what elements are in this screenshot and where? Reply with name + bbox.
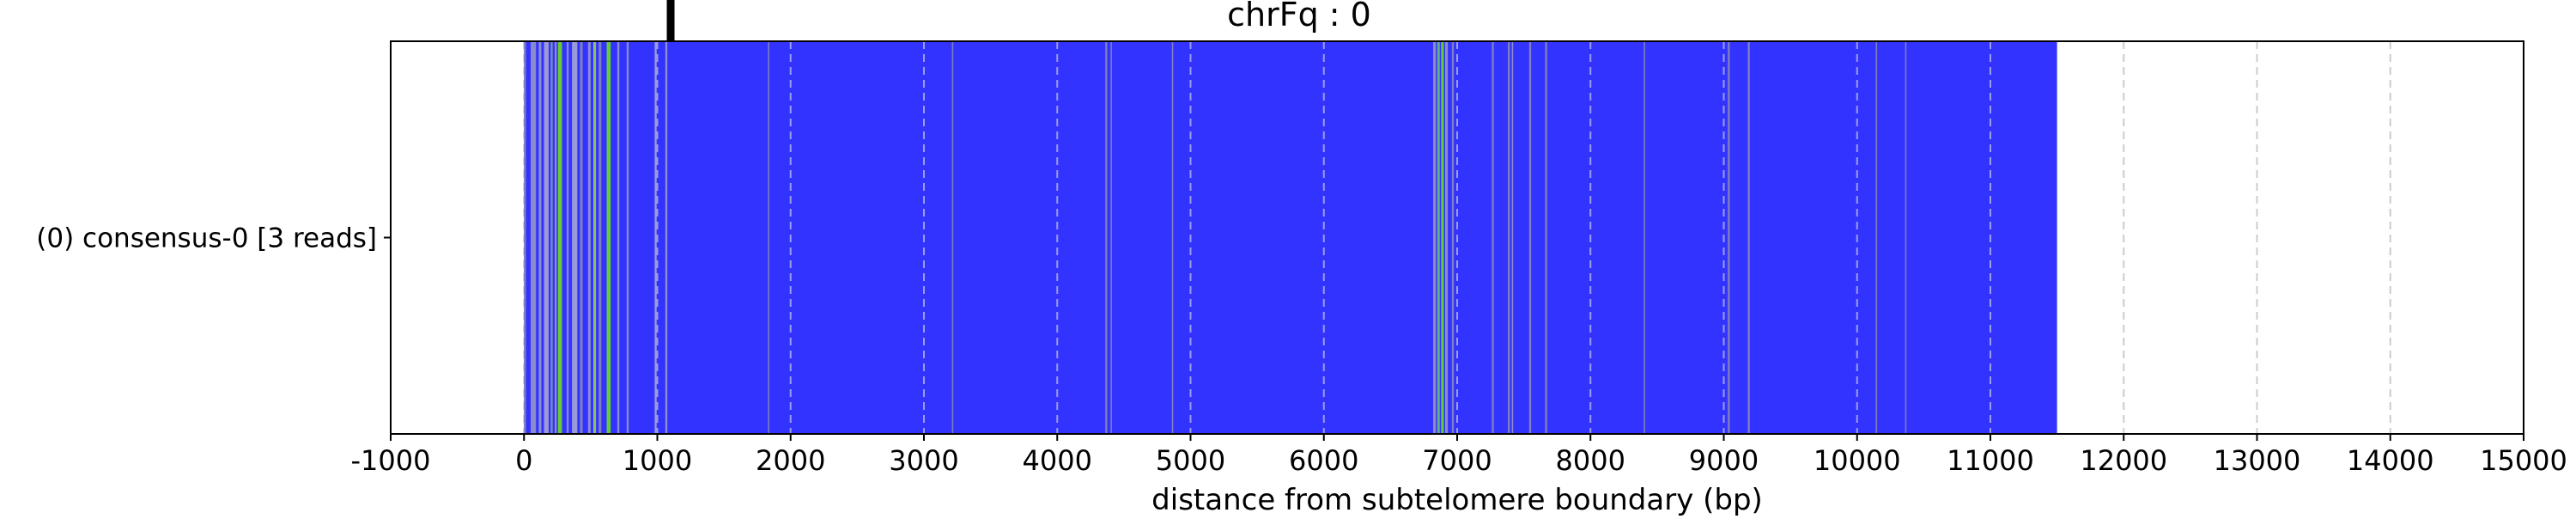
bar-segment [1747,41,1750,434]
bar-segment [1433,41,1437,434]
bar-segment [1528,41,1532,434]
bar-segment [544,41,549,434]
x-tick-label: 2000 [756,444,825,477]
bar-segment [1451,41,1455,434]
bar-segment [587,41,591,434]
bar-segment [1545,41,1547,434]
bar-segment [626,41,629,434]
bar-segment [1437,41,1440,434]
x-tick-label: 12000 [2080,444,2167,477]
bar-segment [665,41,668,434]
bar-segment [1171,41,1174,434]
consensus-bar [524,41,2057,434]
x-tick-label: 6000 [1289,444,1358,477]
bar-segment [1905,41,1907,434]
bar-segment [1492,41,1494,434]
x-tick-label: -1000 [351,444,431,477]
x-tick-label: 5000 [1156,444,1225,477]
bar-segment [654,41,657,434]
y-tick-label: (0) consensus-0 [3 reads] [36,223,377,254]
bar-segment [566,41,569,434]
bar-segment [592,41,597,434]
x-tick-label: 7000 [1422,444,1492,477]
bar-segment [951,41,954,434]
x-tick-label: 15000 [2480,444,2567,477]
x-tick-label: 3000 [889,444,958,477]
bar-segment [580,41,583,434]
x-tick-label: 0 [515,444,532,477]
bar-segment [1875,41,1878,434]
bar-segment [1441,41,1444,434]
bar-segment [538,41,542,434]
bars [524,41,2057,434]
x-tick-label: 11000 [1947,444,2034,477]
bar-segment [617,41,620,434]
chart-title: chrFq : 0 [1227,0,1371,34]
bar-segment [1105,41,1108,434]
bar-segment [572,41,578,434]
x-tick-label: 1000 [623,444,692,477]
x-tick-label: 9000 [1689,444,1759,477]
x-tick-label: 14000 [2347,444,2434,477]
bar-segment [554,41,557,434]
x-tick-label: 8000 [1556,444,1625,477]
y-axis: (0) consensus-0 [3 reads] [36,223,391,254]
x-tick-label: 13000 [2214,444,2301,477]
bar-segment [1511,41,1514,434]
bar-segment [1728,41,1730,434]
x-axis: -1000 0 1000 2000 3000 4000 5000 6000 7000 8000 90… [351,434,2567,477]
bar-segment [1643,41,1645,434]
bar-segment [524,41,526,434]
bar-segment [1445,41,1449,434]
bar-segment [1507,41,1510,434]
x-axis-label: distance from subtelomere boundary (bp) [1151,483,1763,516]
bar-segment [531,41,537,434]
x-tick-label: 4000 [1023,444,1092,477]
x-tick-label: 10000 [1814,444,1901,477]
bar-segment [598,41,602,434]
bar-segment [1110,41,1112,434]
bar-segment [557,41,562,434]
bar-segment [768,41,769,434]
bar-segment [606,41,611,434]
bar-segment [550,41,553,434]
